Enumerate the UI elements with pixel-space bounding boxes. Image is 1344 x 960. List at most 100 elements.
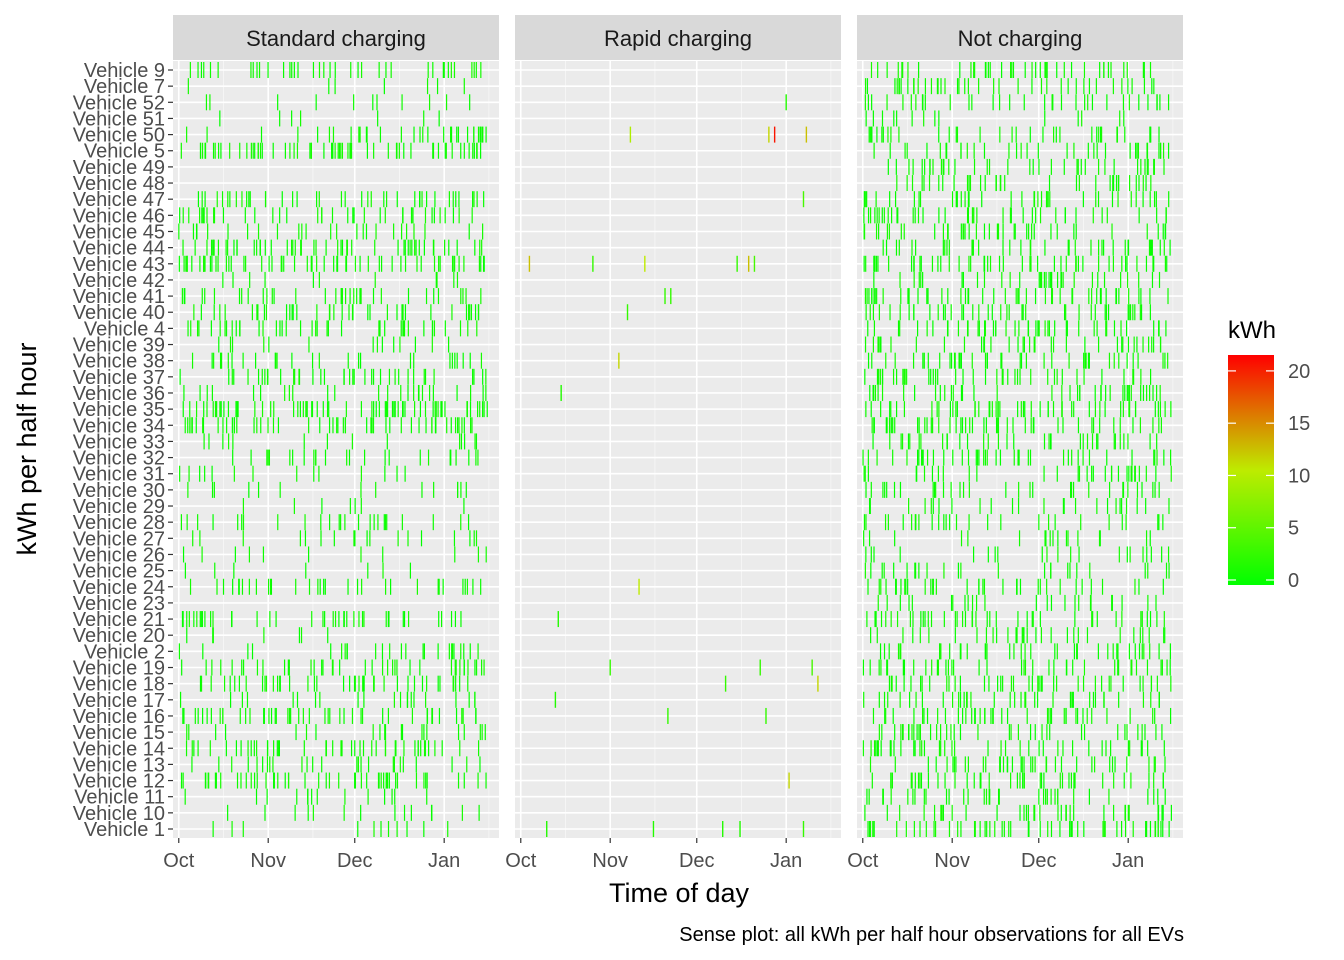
kwh-mark	[881, 368, 884, 385]
kwh-mark	[483, 255, 485, 272]
kwh-mark	[979, 821, 981, 837]
kwh-mark	[422, 643, 424, 660]
kwh-mark	[229, 191, 231, 208]
kwh-mark	[930, 578, 932, 595]
kwh-mark	[1070, 691, 1072, 708]
kwh-mark	[948, 788, 950, 805]
kwh-mark	[1030, 417, 1032, 434]
kwh-mark	[385, 62, 387, 78]
kwh-mark	[299, 530, 301, 547]
kwh-mark	[423, 110, 425, 127]
kwh-mark	[863, 514, 866, 531]
kwh-mark	[411, 707, 414, 724]
kwh-mark	[1077, 465, 1079, 482]
kwh-mark	[592, 255, 594, 272]
kwh-mark	[424, 401, 427, 418]
kwh-mark	[316, 675, 318, 692]
kwh-mark	[934, 821, 937, 837]
kwh-mark	[1167, 94, 1170, 111]
kwh-mark	[366, 142, 369, 159]
kwh-mark	[652, 821, 655, 837]
kwh-mark	[267, 417, 269, 434]
kwh-mark	[913, 707, 915, 724]
kwh-mark	[348, 449, 351, 466]
kwh-mark	[992, 707, 994, 724]
kwh-mark	[1146, 821, 1148, 837]
kwh-mark	[900, 740, 902, 757]
kwh-mark	[329, 304, 331, 321]
kwh-mark	[902, 368, 904, 385]
kwh-mark	[262, 288, 264, 305]
kwh-mark	[895, 401, 898, 418]
kwh-mark	[976, 207, 978, 224]
kwh-mark	[946, 756, 948, 773]
kwh-mark	[363, 449, 366, 466]
kwh-mark	[1121, 611, 1123, 628]
kwh-mark	[1106, 498, 1109, 515]
kwh-mark	[1135, 175, 1137, 192]
kwh-mark	[905, 578, 907, 595]
kwh-mark	[406, 821, 408, 837]
kwh-mark	[312, 271, 314, 288]
kwh-mark	[250, 142, 252, 159]
kwh-mark	[1067, 530, 1069, 547]
kwh-mark	[313, 449, 315, 466]
kwh-mark	[1035, 627, 1037, 644]
kwh-mark	[374, 271, 376, 288]
kwh-mark	[241, 691, 243, 708]
kwh-mark	[1161, 804, 1163, 821]
kwh-mark	[370, 191, 372, 208]
kwh-mark	[1115, 611, 1117, 628]
kwh-mark	[1043, 352, 1045, 369]
kwh-mark	[389, 643, 391, 660]
kwh-mark	[1019, 804, 1021, 821]
kwh-mark	[983, 255, 986, 272]
kwh-mark	[1048, 175, 1051, 192]
kwh-mark	[289, 304, 291, 321]
kwh-mark	[990, 707, 992, 724]
kwh-mark	[237, 514, 239, 531]
kwh-mark	[366, 126, 368, 143]
kwh-mark	[379, 368, 382, 385]
kwh-mark	[873, 288, 875, 305]
kwh-mark	[254, 207, 256, 224]
kwh-mark	[277, 417, 280, 434]
kwh-mark	[471, 62, 473, 78]
kwh-mark	[1068, 352, 1070, 369]
kwh-mark	[1062, 417, 1064, 434]
kwh-mark	[423, 821, 425, 837]
kwh-mark	[869, 821, 872, 837]
y-tick-label: Vehicle 45	[73, 221, 165, 243]
kwh-mark	[358, 675, 360, 692]
kwh-mark	[1149, 821, 1152, 837]
kwh-mark	[204, 255, 206, 272]
kwh-mark	[213, 207, 215, 224]
kwh-mark	[955, 514, 958, 531]
kwh-mark	[973, 772, 975, 789]
kwh-mark	[996, 804, 998, 821]
kwh-mark	[476, 320, 478, 337]
kwh-mark	[286, 239, 288, 256]
kwh-mark	[266, 740, 269, 757]
kwh-mark	[871, 94, 873, 111]
kwh-mark	[1069, 562, 1071, 579]
kwh-mark	[1111, 223, 1113, 240]
kwh-mark	[983, 675, 986, 692]
kwh-mark	[215, 724, 217, 741]
kwh-mark	[203, 62, 205, 78]
kwh-mark	[939, 384, 941, 401]
kwh-mark	[404, 401, 406, 418]
kwh-mark	[995, 417, 998, 434]
kwh-mark	[258, 320, 260, 337]
kwh-mark	[303, 449, 305, 466]
kwh-mark	[273, 401, 275, 418]
kwh-mark	[922, 94, 924, 111]
kwh-mark	[321, 756, 323, 773]
kwh-mark	[987, 740, 989, 757]
kwh-mark	[472, 191, 474, 208]
kwh-mark	[964, 223, 966, 240]
kwh-mark	[182, 772, 184, 789]
kwh-mark	[215, 401, 217, 418]
kwh-mark	[1128, 94, 1130, 111]
kwh-mark	[885, 578, 887, 595]
